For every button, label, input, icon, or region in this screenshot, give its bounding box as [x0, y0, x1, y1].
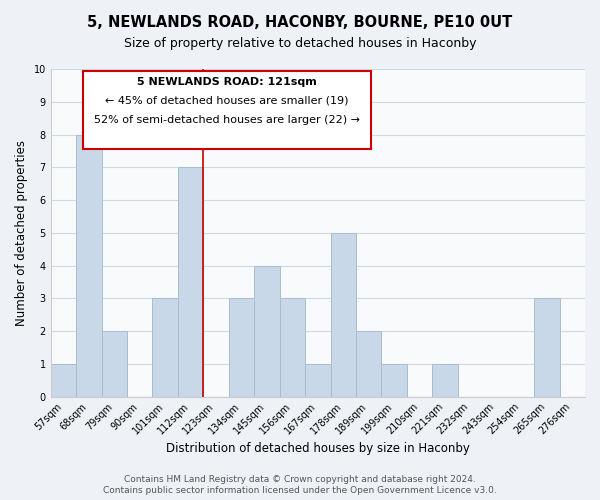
Text: Contains public sector information licensed under the Open Government Licence v3: Contains public sector information licen…: [103, 486, 497, 495]
Bar: [331, 233, 356, 396]
Bar: [76, 134, 101, 396]
Text: 52% of semi-detached houses are larger (22) →: 52% of semi-detached houses are larger (…: [94, 114, 360, 124]
Bar: [50, 364, 76, 396]
Text: 5, NEWLANDS ROAD, HACONBY, BOURNE, PE10 0UT: 5, NEWLANDS ROAD, HACONBY, BOURNE, PE10 …: [88, 15, 512, 30]
Bar: [534, 298, 560, 396]
Bar: [152, 298, 178, 396]
Text: 5 NEWLANDS ROAD: 121sqm: 5 NEWLANDS ROAD: 121sqm: [137, 76, 317, 86]
Bar: [254, 266, 280, 396]
Bar: [178, 168, 203, 396]
Bar: [305, 364, 331, 396]
Y-axis label: Number of detached properties: Number of detached properties: [15, 140, 28, 326]
Text: Size of property relative to detached houses in Haconby: Size of property relative to detached ho…: [124, 38, 476, 51]
Bar: [382, 364, 407, 396]
Bar: [356, 331, 382, 396]
Bar: [101, 331, 127, 396]
Bar: [433, 364, 458, 396]
Bar: [280, 298, 305, 396]
X-axis label: Distribution of detached houses by size in Haconby: Distribution of detached houses by size …: [166, 442, 470, 455]
Text: ← 45% of detached houses are smaller (19): ← 45% of detached houses are smaller (19…: [105, 96, 349, 106]
Text: Contains HM Land Registry data © Crown copyright and database right 2024.: Contains HM Land Registry data © Crown c…: [124, 475, 476, 484]
Bar: [229, 298, 254, 396]
